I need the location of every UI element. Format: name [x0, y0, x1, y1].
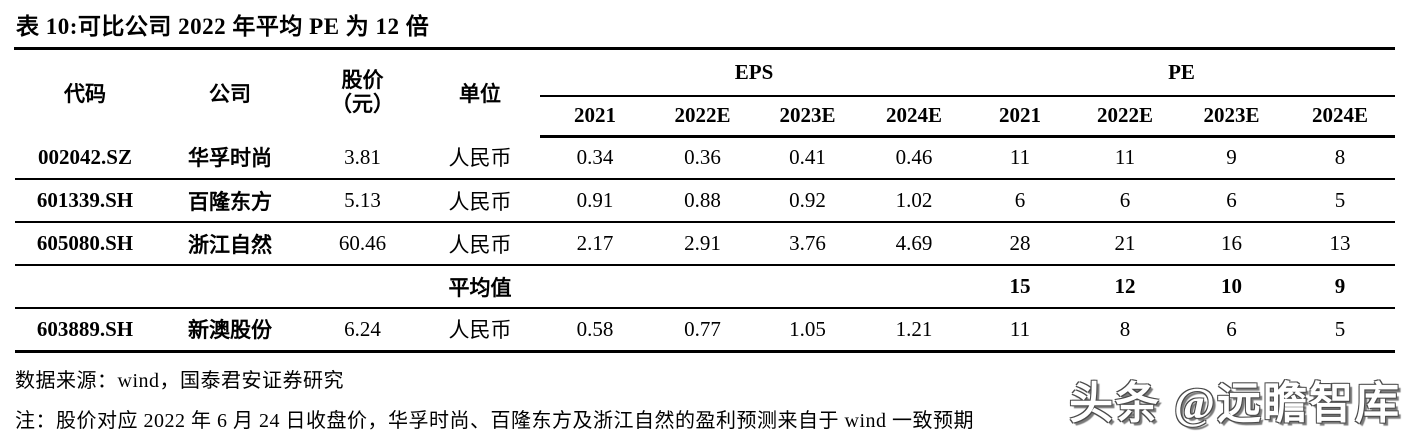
cell-pe-2024e: 5	[1334, 188, 1346, 212]
header-price-line1: 股价	[341, 68, 384, 93]
cell-company: 华孚时尚	[188, 146, 272, 170]
header-eps-2022e: 2022E	[650, 96, 755, 138]
cell-avg-pe-2021: 15	[1009, 274, 1031, 298]
header-pe-2024e: 2024E	[1285, 96, 1396, 138]
cell-company: 百隆东方	[188, 189, 272, 214]
cell-pe-2021: 28	[1009, 231, 1031, 255]
table-row-bailong: 601339.SH 百隆东方 5.13 人民币 0.91 0.88 0.92 1…	[15, 179, 1396, 222]
cell-pe-2023e: 6	[1226, 188, 1237, 212]
cell-eps-2021: 0.58	[576, 316, 614, 341]
footnotes: 数据来源：wind，国泰君安证券研究 注：股价对应 2022 年 6 月 24 …	[15, 364, 1407, 433]
cell-pe-2022e: 6	[1119, 188, 1131, 212]
cell-code: 605080.SH	[36, 231, 134, 255]
table-row-huafu: 002042.SZ 华孚时尚 3.81 人民币 0.34 0.36 0.41 0…	[15, 136, 1396, 179]
cell-price: 3.81	[344, 144, 381, 169]
price-note: 注：股价对应 2022 年 6 月 24 日收盘价，华孚时尚、百隆东方及浙江自然…	[15, 409, 974, 432]
header-eps-2023e: 2023E	[755, 96, 860, 138]
header-pe-2023e: 2023E	[1178, 96, 1286, 138]
table-row-zhejiang: 605080.SH 浙江自然 60.46 人民币 2.17 2.91 3.76 …	[15, 222, 1396, 265]
cell-code: 601339.SH	[36, 188, 134, 212]
cell-pe-2021: 11	[1009, 145, 1031, 170]
header-pe-group: PE	[968, 50, 1396, 97]
cell-empty	[305, 265, 420, 308]
cell-unit: 人民币	[448, 146, 512, 170]
cell-pe-2023e: 16	[1221, 231, 1243, 255]
cell-price: 5.13	[344, 188, 381, 212]
cell-pe-2024e: 8	[1334, 145, 1346, 170]
cell-eps-2021: 0.34	[576, 145, 614, 170]
header-price: 股价 （元）	[305, 50, 420, 136]
cell-empty	[540, 265, 650, 308]
cell-company: 新澳股份	[188, 318, 272, 343]
header-company: 公司	[209, 82, 251, 106]
cell-company: 浙江自然	[188, 232, 272, 257]
cell-pe-2023e: 9	[1226, 145, 1237, 170]
cell-pe-2021: 11	[1009, 316, 1031, 341]
cell-eps-2023e: 0.92	[789, 188, 826, 212]
header-code: 代码	[64, 82, 106, 106]
cell-eps-2024e: 0.46	[895, 145, 933, 170]
cell-pe-2024e: 5	[1334, 316, 1346, 341]
cell-empty	[650, 265, 755, 308]
cell-eps-2024e: 4.69	[895, 231, 933, 255]
cell-pe-2022e: 8	[1119, 316, 1131, 341]
pe-comparison-table: 代码 公司 股价 （元） 单位 EPS PE 2021 2022E 2023E …	[15, 50, 1396, 353]
cell-pe-2022e: 21	[1114, 231, 1136, 255]
cell-avg-pe-2024e: 9	[1334, 274, 1346, 298]
cell-eps-2022e: 2.91	[684, 231, 721, 255]
cell-price: 60.46	[338, 231, 387, 255]
table-row-average: 平均值 15 12 10 9	[15, 265, 1396, 308]
cell-empty	[755, 265, 860, 308]
data-source-note: 数据来源：wind，国泰君安证券研究	[15, 369, 344, 392]
cell-unit: 人民币	[448, 318, 512, 343]
cell-eps-2022e: 0.88	[684, 188, 721, 212]
cell-eps-2022e: 0.77	[684, 316, 721, 341]
table-row-xinao: 603889.SH 新澳股份 6.24 人民币 0.58 0.77 1.05 1…	[15, 308, 1396, 351]
header-eps-group: EPS	[540, 50, 969, 97]
header-group-row: 代码 公司 股价 （元） 单位 EPS PE	[15, 50, 1396, 116]
cell-code: 603889.SH	[36, 316, 134, 341]
cell-eps-2021: 2.17	[576, 231, 614, 255]
cell-empty	[15, 265, 155, 308]
table-header: 代码 公司 股价 （元） 单位 EPS PE 2021 2022E 2023E …	[15, 50, 1396, 138]
cell-code: 002042.SZ	[38, 144, 132, 169]
header-unit: 单位	[459, 82, 501, 106]
cell-eps-2021: 0.91	[576, 188, 614, 212]
cell-eps-2023e: 1.05	[789, 316, 826, 341]
cell-eps-2023e: 0.41	[789, 145, 826, 170]
cell-pe-2023e: 6	[1226, 316, 1237, 341]
header-pe-2021: 2021	[968, 96, 1073, 138]
header-eps-2024e: 2024E	[860, 96, 969, 138]
header-year-row: 2021 2022E 2023E 2024E 2021 2022E 2023E …	[15, 96, 1396, 138]
cell-pe-2021: 6	[1014, 188, 1026, 212]
cell-unit: 人民币	[448, 232, 512, 257]
cell-eps-2024e: 1.02	[895, 188, 933, 212]
cell-pe-2024e: 13	[1329, 231, 1351, 255]
cell-pe-2022e: 11	[1114, 145, 1136, 170]
watermark-toutiao-yuanzhan: 头条 @远瞻智库	[1069, 379, 1401, 428]
cell-eps-2022e: 0.36	[684, 145, 721, 170]
cell-avg-pe-2023e: 10	[1221, 274, 1243, 298]
header-eps-2021: 2021	[540, 96, 650, 138]
cell-empty	[155, 265, 305, 308]
cell-price: 6.24	[344, 316, 381, 341]
cell-avg-pe-2022e: 12	[1114, 274, 1136, 298]
header-price-line2: （元）	[331, 92, 394, 116]
header-pe-2022e: 2022E	[1072, 96, 1179, 138]
cell-eps-2023e: 3.76	[789, 231, 826, 255]
cell-unit: 人民币	[448, 189, 512, 214]
table-title: 表 10:可比公司 2022 年平均 PE 为 12 倍	[14, 0, 1395, 50]
cell-eps-2024e: 1.21	[895, 316, 933, 341]
cell-average-label: 平均值	[448, 275, 512, 300]
cell-empty	[860, 265, 968, 308]
